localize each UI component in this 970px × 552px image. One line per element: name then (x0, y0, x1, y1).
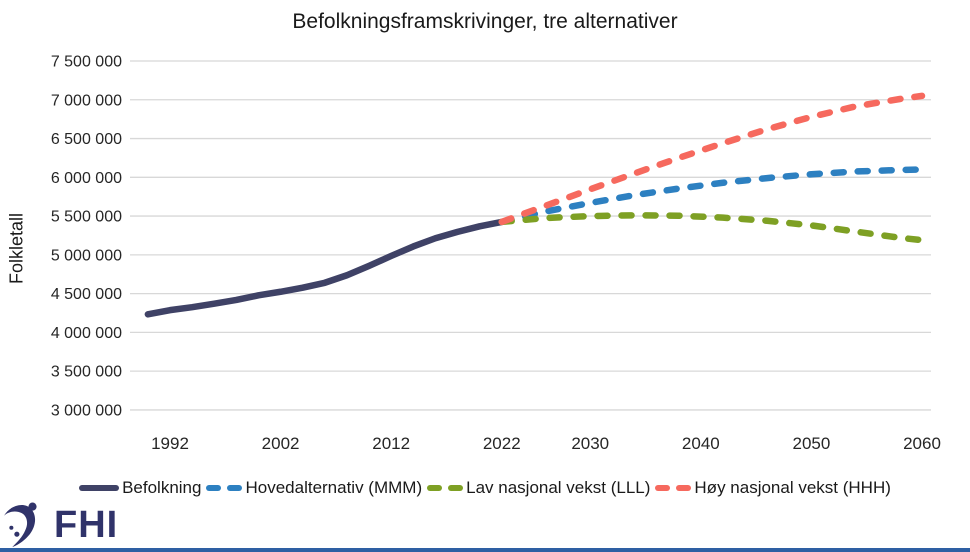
legend-label: Hovedalternativ (MMM) (245, 478, 423, 497)
chart-title: Befolkningsframskrivinger, tre alternati… (292, 10, 678, 33)
fhi-swoosh-icon (4, 502, 37, 548)
y-tick-label: 4 000 000 (51, 325, 122, 342)
x-tick-label: 2040 (682, 434, 720, 453)
series-line-befolkning (144, 218, 506, 318)
chart-legend: Befolkning Hovedalternativ (MMM) Lav nas… (0, 476, 970, 500)
legend-label: Befolkning (122, 478, 202, 497)
dashed-line-icon (427, 485, 464, 491)
x-tick-label: 2030 (571, 434, 609, 453)
legend-item-befolkning: Befolkning (79, 478, 201, 498)
fhi-logo: FHI (4, 500, 118, 550)
y-tick-label: 4 500 000 (51, 286, 122, 303)
solid-line-icon (79, 485, 120, 491)
legend-label: Høy nasjonal vekst (HHH) (694, 478, 891, 497)
series-line-lav-nasjonal-vekst-lll- (498, 212, 926, 244)
y-tick-label: 7 000 000 (51, 92, 122, 109)
legend-item-hhh: Høy nasjonal vekst (HHH) (655, 478, 891, 498)
dashed-line-icon (206, 485, 243, 491)
fhi-logo-text: FHI (54, 504, 119, 546)
x-tick-label: 2012 (372, 434, 410, 453)
y-tick-label: 5 000 000 (51, 247, 122, 264)
legend-item-mmm: Hovedalternativ (MMM) (206, 478, 422, 498)
series-line-hovedalternativ-mmm- (498, 166, 926, 226)
dashed-line-icon (655, 485, 692, 491)
x-tick-label: 2050 (792, 434, 830, 453)
y-tick-label: 3 500 000 (51, 364, 122, 381)
x-tick-label: 2002 (262, 434, 300, 453)
y-tick-label: 6 500 000 (51, 131, 122, 148)
x-tick-label: 2060 (903, 434, 941, 453)
y-tick-label: 5 500 000 (51, 209, 122, 226)
y-tick-label: 7 500 000 (51, 54, 122, 71)
x-tick-label: 1992 (151, 434, 189, 453)
legend-label: Lav nasjonal vekst (LLL) (466, 478, 651, 497)
y-tick-label: 6 000 000 (51, 170, 122, 187)
legend-item-lll: Lav nasjonal vekst (LLL) (427, 478, 650, 498)
x-tick-label: 2022 (483, 434, 521, 453)
population-chart: 7 500 000 7 000 000 6 500 000 6 000 000 5 50… (51, 54, 941, 454)
series-line-h-y-nasjonal-vekst-hhh- (498, 92, 926, 226)
footer-bar (0, 548, 970, 552)
y-tick-label: 3 000 000 (51, 402, 122, 419)
